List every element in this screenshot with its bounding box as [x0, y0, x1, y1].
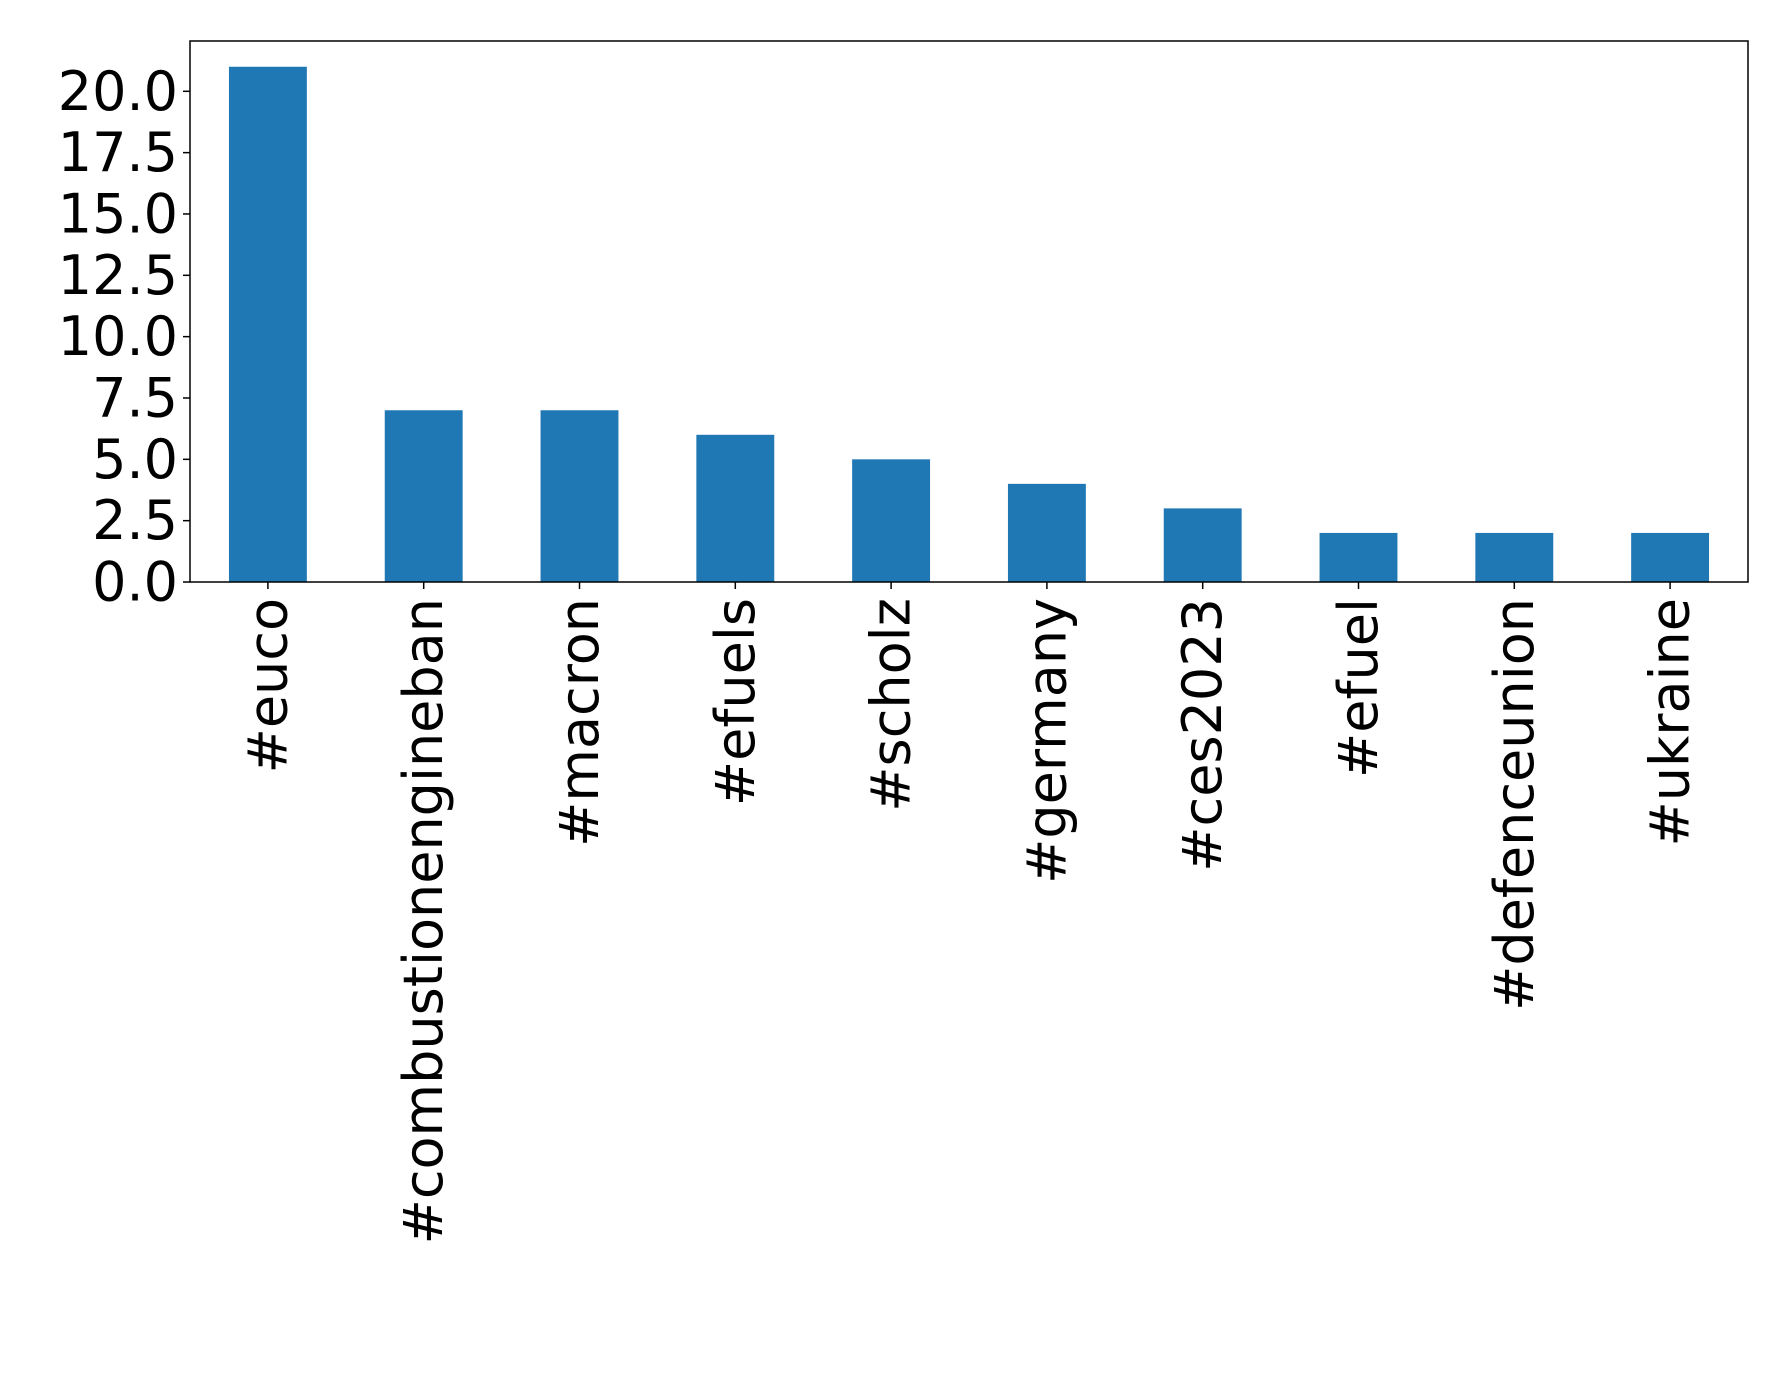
x-tick-label-6: #ces2023 [1171, 598, 1234, 872]
y-axis: 0.02.55.07.510.012.515.017.520.0 [58, 60, 190, 614]
bar-5 [1007, 483, 1086, 582]
x-tick-label-1: #combustionengineban [392, 598, 455, 1244]
y-tick-label-2: 5.0 [92, 428, 178, 491]
y-tick-label-8: 20.0 [58, 60, 178, 123]
x-tick-label-0: #euco [236, 598, 299, 773]
y-tick-label-3: 7.5 [92, 366, 178, 429]
x-tick-label-8: #defenceunion [1483, 598, 1546, 1011]
bar-1 [384, 410, 463, 582]
bars-layer [228, 66, 1710, 582]
x-tick-label-9: #ukraine [1639, 598, 1702, 846]
bar-0 [228, 66, 307, 582]
y-tick-label-6: 15.0 [58, 182, 178, 245]
bar-3 [696, 434, 775, 582]
bar-8 [1475, 532, 1554, 582]
x-tick-label-3: #efuels [704, 598, 767, 806]
x-tick-label-5: #germany [1015, 598, 1078, 884]
y-tick-label-1: 2.5 [92, 489, 178, 552]
x-tick-label-4: #scholz [860, 598, 923, 812]
y-tick-label-5: 12.5 [58, 244, 178, 307]
x-tick-label-2: #macron [548, 598, 611, 847]
x-axis: #euco #combustionengineban #macron #efuels #… [236, 582, 1702, 1244]
bar-2 [540, 410, 619, 582]
y-tick-label-0: 0.0 [92, 551, 178, 614]
bar-7 [1319, 532, 1398, 582]
bar-6 [1163, 508, 1242, 582]
y-tick-label-4: 10.0 [58, 305, 178, 368]
y-tick-label-7: 17.5 [58, 121, 178, 184]
bar-9 [1631, 532, 1710, 582]
bar-4 [852, 459, 931, 582]
plot-frame [189, 40, 1749, 583]
x-tick-label-7: #efuel [1327, 598, 1390, 778]
